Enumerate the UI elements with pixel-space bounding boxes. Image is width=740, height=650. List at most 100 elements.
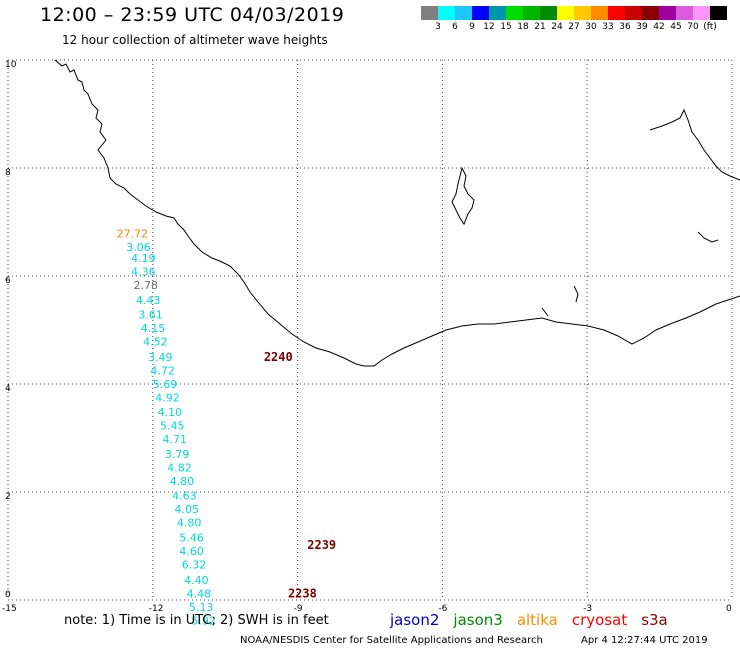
color-swatch (540, 6, 557, 20)
color-scale-label: 24 (551, 22, 563, 32)
swh-value-label: 4.60 (179, 545, 204, 558)
map-grid (7, 59, 733, 601)
swh-value-label: 4.48 (187, 587, 212, 600)
y-tick-label: 2 (5, 492, 11, 502)
color-swatch (523, 6, 540, 20)
color-swatch (659, 6, 676, 20)
swh-value-label: 4.80 (177, 517, 202, 530)
legend-jason2: jason2 (390, 611, 440, 629)
color-swatch (472, 6, 489, 20)
x-tick-label: -9 (294, 604, 303, 614)
x-tick-label: -6 (438, 604, 447, 614)
y-tick-label: 10 (5, 60, 17, 70)
pass-number-label: 2239 (307, 538, 336, 552)
swh-value-label: 4.80 (170, 475, 195, 488)
y-tick-label: 0 (5, 590, 11, 600)
color-scale-label: (ft) (703, 22, 717, 32)
swh-value-label: 6.32 (182, 559, 207, 572)
satellite-legend: jason2 jason3 altika cryosat s3a (390, 611, 682, 629)
swh-value-label: 2.78 (133, 279, 158, 292)
color-scale-label: 21 (534, 22, 546, 32)
color-swatch (608, 6, 625, 20)
x-tick-label: 0 (726, 604, 732, 614)
color-scale-label: 9 (469, 22, 475, 32)
river-shape-east (649, 108, 740, 181)
color-scale-label: 39 (636, 22, 648, 32)
swh-value-label: 4.36 (131, 265, 156, 278)
y-tick-label: 6 (5, 276, 11, 286)
river-shape-lower (541, 231, 719, 317)
satellite-pass-labels: 2240 2239 2238 (264, 350, 336, 601)
y-tick-label: 4 (5, 384, 11, 394)
swh-value-label: 27.72 (117, 228, 149, 241)
legend-s3a: s3a (641, 611, 668, 629)
generated-timestamp: Apr 4 12:27:44 UTC 2019 (581, 635, 708, 646)
color-scale-bar (421, 6, 727, 20)
swh-value-label: 4.71 (162, 433, 187, 446)
color-scale-label: 6 (452, 22, 458, 32)
color-swatch (676, 6, 693, 20)
color-scale-label: 42 (653, 22, 665, 32)
swh-value-label: 5.46 (179, 532, 204, 545)
swh-value-label: 4.72 (150, 364, 175, 377)
color-swatch (557, 6, 574, 20)
axis-tick-labels: -15 -12 -9 -6 -3 0 0 2 4 6 8 10 (2, 60, 732, 614)
color-swatch (455, 6, 472, 20)
swh-value-label: 3.79 (165, 448, 190, 461)
x-tick-label: -15 (2, 604, 17, 614)
swh-observations: 27.723.064.194.362.78 4.43 3.614.154.52 3.4… (117, 228, 216, 628)
color-scale-label: 33 (602, 22, 614, 32)
swh-value-label: 3.06 (126, 241, 150, 254)
pass-number-label: 2240 (264, 350, 293, 364)
color-scale-label: 45 (670, 22, 682, 32)
swh-value-label: 5.69 (153, 378, 178, 391)
swh-value-label: 5.45 (160, 419, 185, 432)
color-swatch (421, 6, 438, 20)
color-scale-label: 30 (585, 22, 597, 32)
color-swatch (574, 6, 591, 20)
color-scale-label: 18 (517, 22, 529, 32)
pass-number-label: 2238 (288, 586, 317, 600)
color-swatch (693, 6, 710, 20)
color-swatch (506, 6, 523, 20)
swh-value-label: 4.43 (136, 294, 161, 307)
y-tick-label: 8 (5, 168, 11, 178)
swh-value-label: 3.49 (148, 351, 173, 364)
swh-value-label: 4.19 (131, 252, 156, 265)
legend-cryosat: cryosat (571, 611, 628, 629)
color-scale-label: 27 (568, 22, 580, 32)
swh-value-label: 3.61 (138, 309, 163, 322)
swh-value-label: 5.92 (191, 614, 216, 627)
color-swatch (710, 6, 727, 20)
x-tick-label: -3 (583, 604, 592, 614)
swh-value-label: 5.13 (189, 601, 214, 614)
color-scale-labels: 3 6 9 12 15 18 21 24 27 30 33 36 39 42 45 70 (ft) (421, 22, 721, 36)
swh-value-label: 4.82 (167, 461, 192, 474)
units-note: note: 1) Time is in UTC; 2) SWH is in fe… (64, 613, 329, 628)
swh-value-label: 4.05 (175, 503, 200, 516)
color-scale-label: 12 (483, 22, 495, 32)
color-swatch (642, 6, 659, 20)
lake-volta-shape (451, 166, 475, 226)
color-scale-label: 36 (619, 22, 631, 32)
color-swatch (591, 6, 608, 20)
color-scale-label: 15 (500, 22, 512, 32)
color-swatch (625, 6, 642, 20)
swh-value-label: 4.15 (141, 322, 166, 335)
legend-jason3: jason3 (453, 611, 503, 629)
color-scale-label: 70 (687, 22, 699, 32)
credit-line: NOAA/NESDIS Center for Satellite Applica… (240, 635, 543, 646)
color-swatch (489, 6, 506, 20)
legend-altika: altika (516, 611, 558, 629)
swh-value-label: 4.40 (184, 574, 209, 587)
swh-value-label: 4.10 (158, 406, 183, 419)
swh-value-label: 4.52 (143, 336, 168, 349)
swh-value-label: 4.92 (155, 391, 180, 404)
coastline-west-africa (54, 59, 740, 367)
color-scale-label: 3 (435, 22, 441, 32)
chart-title: 12:00 – 23:59 UTC 04/03/2019 (40, 4, 345, 26)
coastline (54, 59, 740, 367)
chart-subtitle: 12 hour collection of altimeter wave hei… (62, 33, 328, 47)
swh-value-label: 4.63 (172, 490, 197, 503)
